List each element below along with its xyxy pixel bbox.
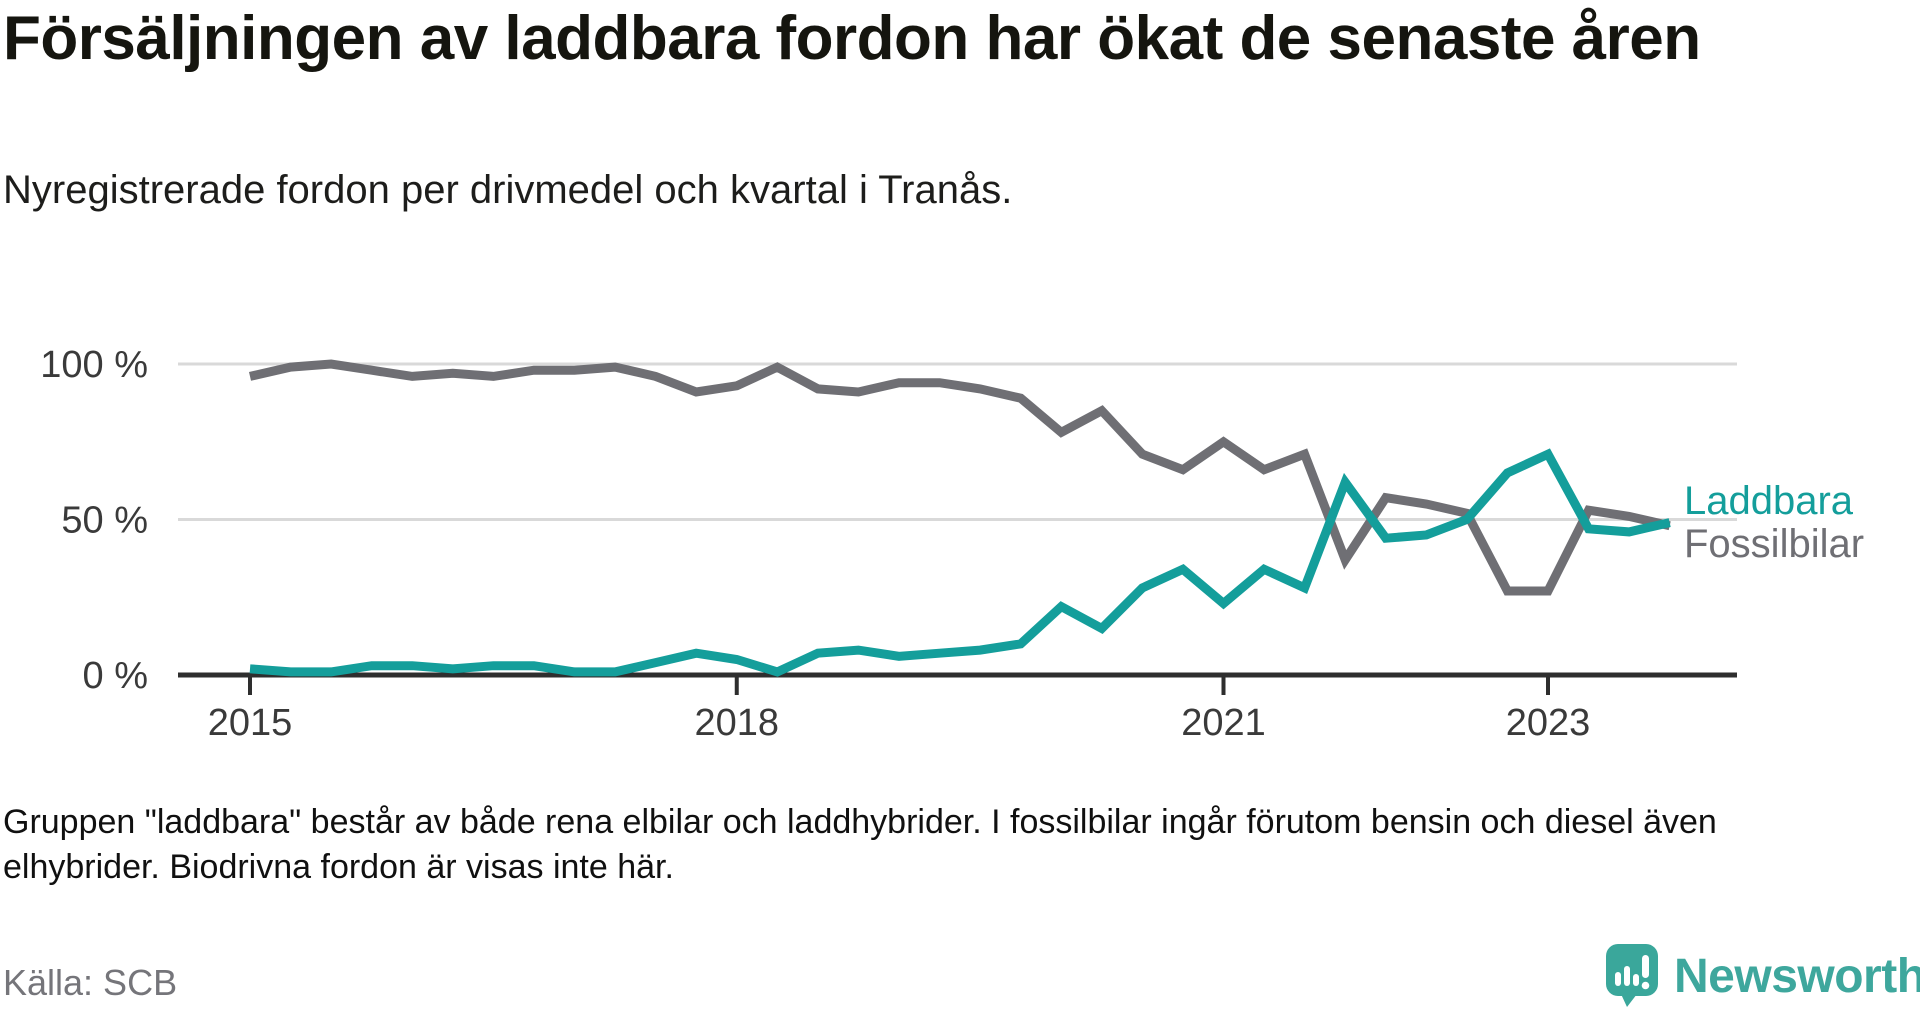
series-line-laddbara: [249, 448, 1671, 677]
newsworthy-logo-icon: [1606, 944, 1658, 1007]
chart-footnote: Gruppen "laddbara" består av både rena e…: [3, 800, 1883, 890]
newsworthy-logo-text: Newsworthy: [1674, 949, 1920, 1003]
legend-label-fossilbilar: Fossilbilar: [1684, 522, 1864, 566]
page-title: Försäljningen av laddbara fordon har öka…: [3, 4, 1701, 73]
footnote-line-2: elhybrider. Biodrivna fordon är visas in…: [3, 848, 674, 886]
x-tick-label-2023: 2023: [1506, 702, 1591, 744]
footnote-line-1: Gruppen "laddbara" består av både rena e…: [3, 803, 1717, 841]
chart-subtitle: Nyregistrerade fordon per drivmedel och …: [3, 168, 1013, 212]
x-tick-label-2018: 2018: [694, 702, 779, 744]
x-tick-label-2015: 2015: [208, 702, 293, 744]
newsworthy-logo[interactable]: Newsworthy: [1606, 944, 1920, 1008]
x-tick-label-2021: 2021: [1181, 702, 1266, 744]
series-line-fossilbilar: [248, 359, 1671, 596]
y-tick-label-100: 100 %: [40, 344, 148, 386]
source-label: Källa: SCB: [3, 962, 178, 1003]
y-tick-label-0: 0 %: [83, 655, 148, 697]
y-tick-label-50: 50 %: [61, 500, 148, 542]
legend-label-laddbara: Laddbara: [1684, 479, 1854, 523]
